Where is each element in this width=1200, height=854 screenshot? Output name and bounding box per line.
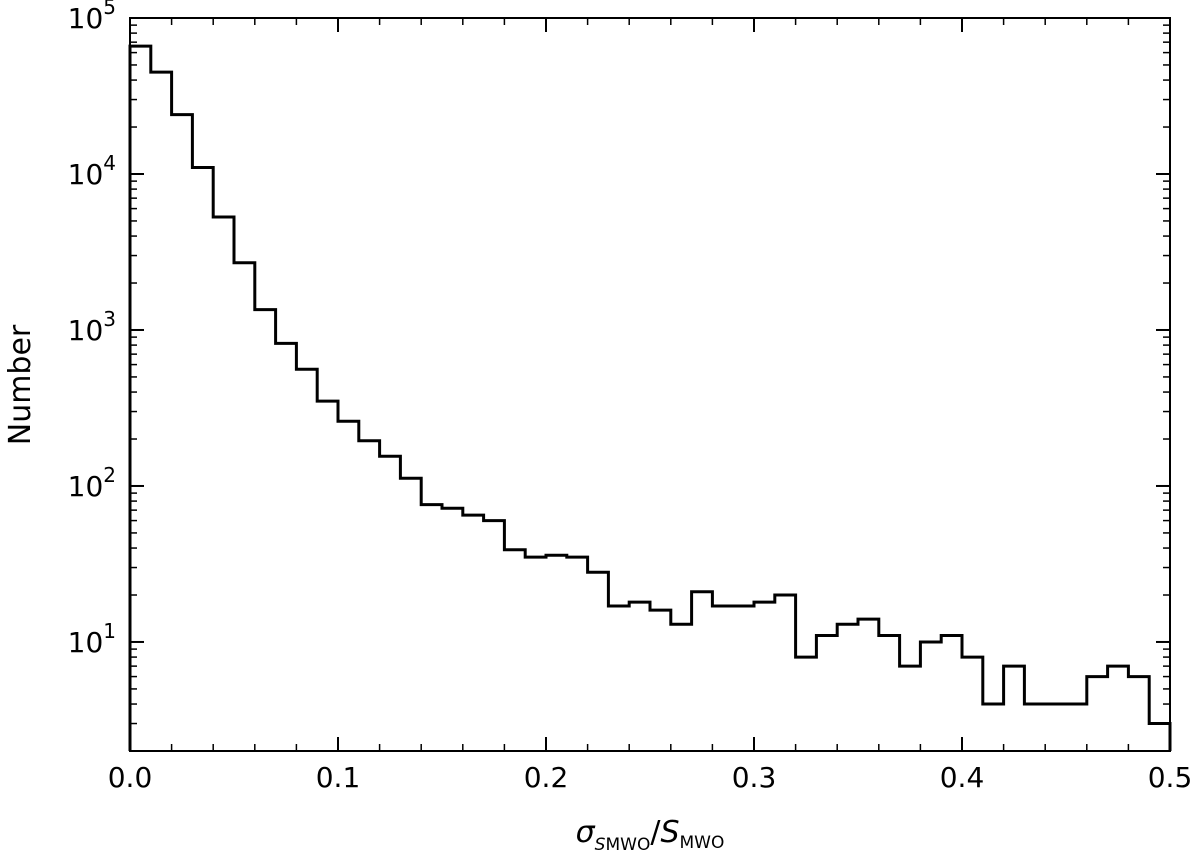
histogram-step-line <box>128 44 1172 751</box>
y-tick-label: 105 <box>68 0 116 35</box>
y-tick-label: 101 <box>68 619 116 659</box>
x-label-sub-mwo: MWO <box>605 835 650 854</box>
y-tick-label: 103 <box>68 307 116 347</box>
x-label-sub-s: S <box>595 835 606 854</box>
x-label-s: S <box>660 815 679 850</box>
major-ticks <box>129 17 1171 751</box>
x-tick-label: 0.1 <box>316 761 361 794</box>
y-tick-labels: 101 102 103 104 105 <box>68 0 116 659</box>
minor-ticks <box>130 18 1170 752</box>
y-axis-label: Number <box>3 324 38 445</box>
x-tick-label: 0.4 <box>940 761 985 794</box>
plot-frame <box>129 17 1171 752</box>
x-tick-labels: 0.0 0.1 0.2 0.3 0.4 0.5 <box>108 761 1193 794</box>
x-axis-label: σSMWO/SMWO <box>576 815 725 854</box>
x-tick-label: 0.5 <box>1148 761 1193 794</box>
x-tick-label: 0.3 <box>732 761 777 794</box>
y-tick-label: 104 <box>68 151 116 191</box>
y-tick-label: 102 <box>68 463 116 503</box>
x-label-mwo: MWO <box>679 833 724 853</box>
x-tick-label: 0.2 <box>524 761 569 794</box>
x-tick-label: 0.0 <box>108 761 153 794</box>
x-label-slash: / <box>650 815 661 850</box>
x-label-sigma: σ <box>576 815 596 850</box>
